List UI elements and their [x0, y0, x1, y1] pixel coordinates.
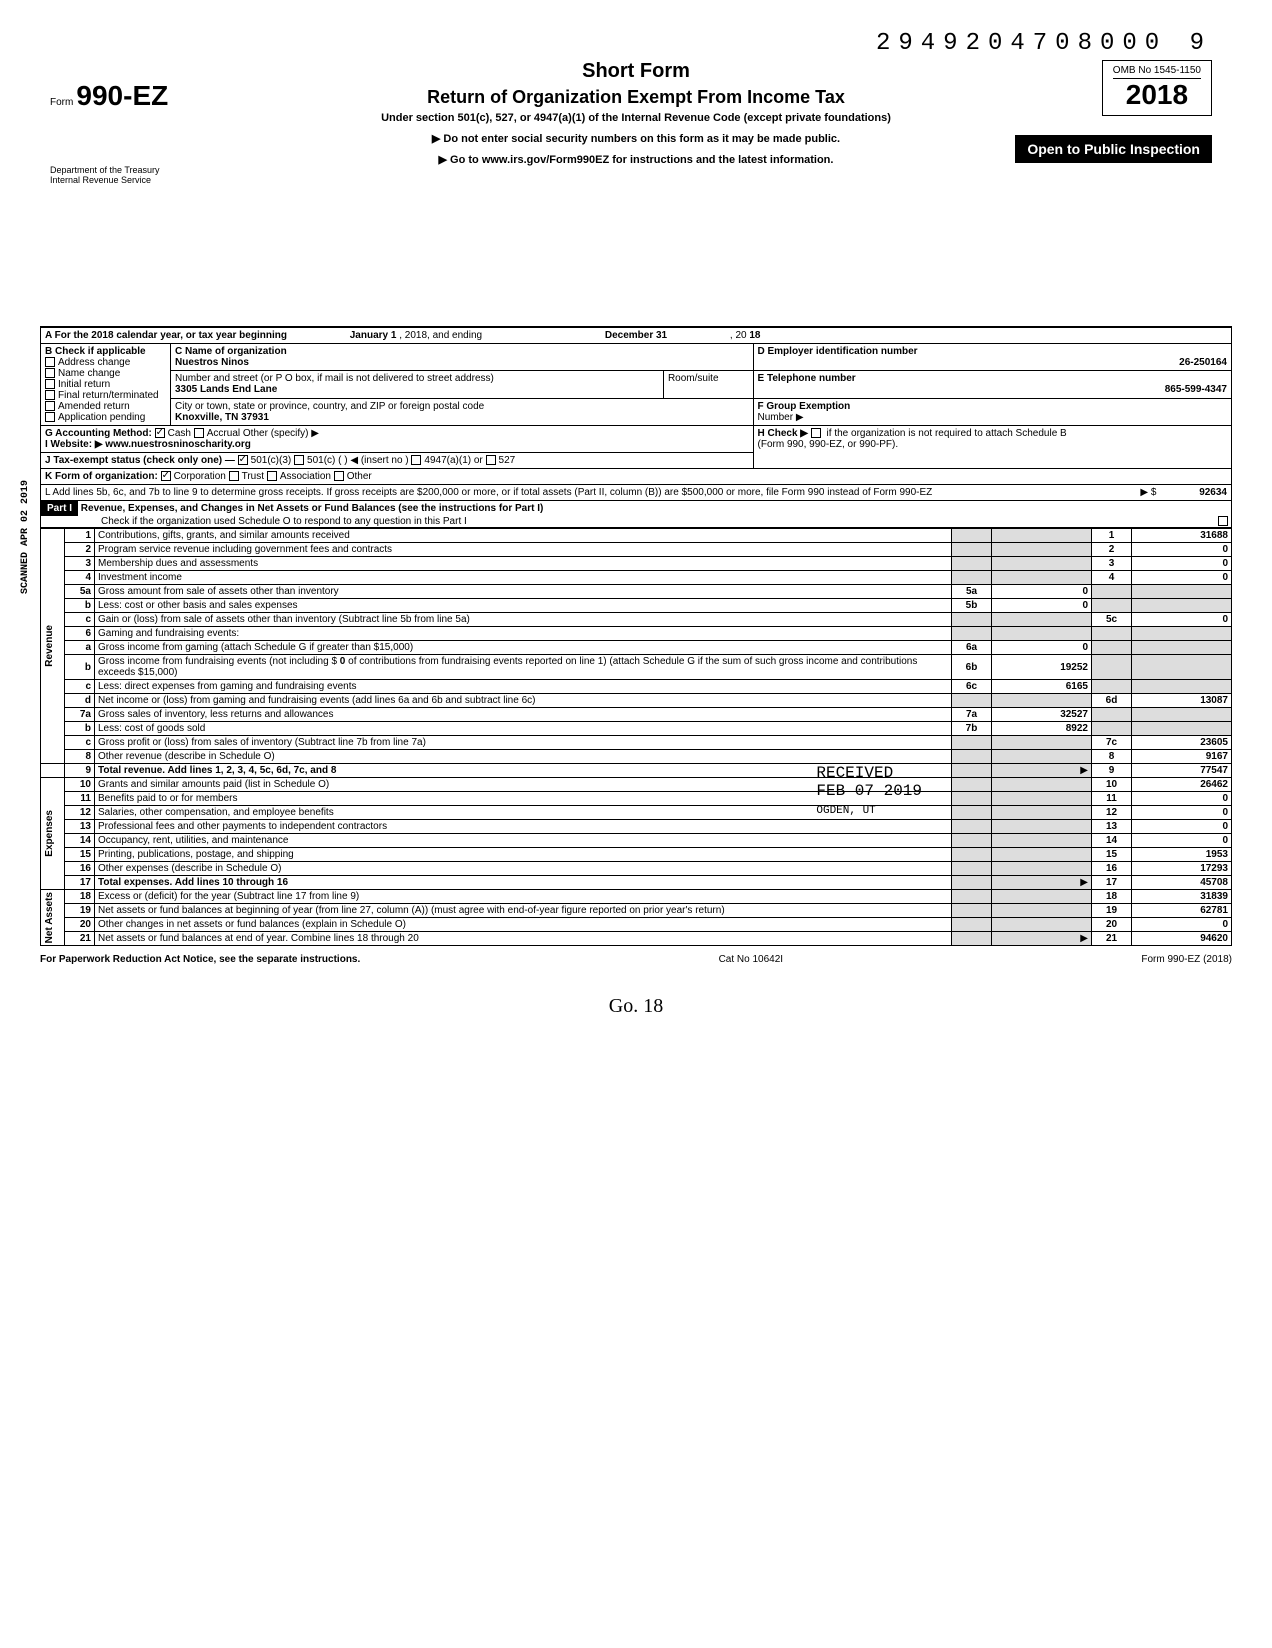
corporation-checkbox[interactable] — [161, 471, 171, 481]
form-label: Form — [50, 97, 73, 108]
schedule-o-checkbox[interactable] — [1218, 516, 1228, 526]
open-public-badge: Open to Public Inspection — [1015, 135, 1212, 163]
footer-right: Form 990-EZ (2018) — [1141, 954, 1232, 965]
footer-mid: Cat No 10642I — [719, 954, 784, 965]
section-e: E Telephone number 865-599-4347 — [753, 371, 1232, 398]
omb-number: OMB No 1545-1150 — [1113, 65, 1201, 79]
final-return-checkbox[interactable] — [45, 390, 55, 400]
section-c-city: City or town, state or province, country… — [171, 398, 754, 425]
initial-return-checkbox[interactable] — [45, 379, 55, 389]
name-change-checkbox[interactable] — [45, 368, 55, 378]
received-stamp: RECEIVED FEB 07 2019 OGDEN, UT — [816, 764, 922, 818]
tax-year: 2018 — [1113, 79, 1201, 111]
schedule-b-checkbox[interactable] — [811, 428, 821, 438]
application-pending-checkbox[interactable] — [45, 412, 55, 422]
department-block: Department of the Treasury Internal Reve… — [50, 165, 160, 185]
form-page: 2949204708000 9 Form 990-EZ Short Form R… — [0, 0, 1272, 1038]
section-b: B Check if applicable Address change Nam… — [41, 344, 171, 426]
section-f: F Group Exemption Number ▶ — [753, 398, 1232, 425]
501c3-checkbox[interactable] — [238, 455, 248, 465]
scanned-stamp: SCANNED APR 02 2019 — [20, 480, 31, 594]
period-row: A For the 2018 calendar year, or tax yea… — [41, 327, 1232, 344]
part1-header-row: Part I Revenue, Expenses, and Changes in… — [41, 501, 1232, 528]
section-h: H Check ▶ if the organization is not req… — [753, 426, 1232, 469]
4947-checkbox[interactable] — [411, 455, 421, 465]
section-l: L Add lines 5b, 6c, and 7b to line 9 to … — [41, 485, 1232, 501]
501c-checkbox[interactable] — [294, 455, 304, 465]
net-assets-side-label: Net Assets — [41, 890, 65, 946]
association-checkbox[interactable] — [267, 471, 277, 481]
dept-treasury: Department of the Treasury — [50, 165, 160, 175]
form-number-block: Form 990-EZ — [50, 80, 168, 112]
revenue-side-label: Revenue — [41, 529, 65, 764]
under-section: Under section 501(c), 527, or 4947(a)(1)… — [40, 112, 1232, 124]
other-org-checkbox[interactable] — [334, 471, 344, 481]
527-checkbox[interactable] — [486, 455, 496, 465]
section-d: D Employer identification number 26-2501… — [753, 344, 1232, 371]
expenses-side-label: Expenses — [41, 778, 65, 890]
return-title: Return of Organization Exempt From Incom… — [40, 87, 1232, 108]
room-suite: Room/suite — [663, 371, 753, 398]
section-c-name: C Name of organization Nuestros Ninos — [171, 344, 754, 371]
form-number: 990-EZ — [76, 80, 168, 111]
section-g-i: G Accounting Method: Cash Accrual Other … — [41, 426, 754, 453]
amended-return-checkbox[interactable] — [45, 401, 55, 411]
dept-irs: Internal Revenue Service — [50, 175, 160, 185]
year-box: OMB No 1545-1150 2018 — [1102, 60, 1212, 116]
header-number: 2949204708000 9 — [876, 30, 1212, 57]
footer: For Paperwork Reduction Act Notice, see … — [40, 954, 1232, 965]
accrual-checkbox[interactable] — [194, 428, 204, 438]
short-form-title: Short Form — [40, 60, 1232, 83]
handwritten-note: Go. 18 — [40, 995, 1232, 1018]
section-j: J Tax-exempt status (check only one) — 5… — [41, 453, 754, 469]
section-k: K Form of organization: Corporation Trus… — [41, 469, 1232, 485]
cash-checkbox[interactable] — [155, 428, 165, 438]
trust-checkbox[interactable] — [229, 471, 239, 481]
part1-label: Part I — [41, 501, 78, 516]
main-form-table: A For the 2018 calendar year, or tax yea… — [40, 326, 1232, 528]
address-change-checkbox[interactable] — [45, 357, 55, 367]
footer-left: For Paperwork Reduction Act Notice, see … — [40, 954, 360, 965]
lines-table: Revenue 1 Contributions, gifts, grants, … — [40, 528, 1232, 946]
section-c-street: Number and street (or P O box, if mail i… — [171, 371, 664, 398]
